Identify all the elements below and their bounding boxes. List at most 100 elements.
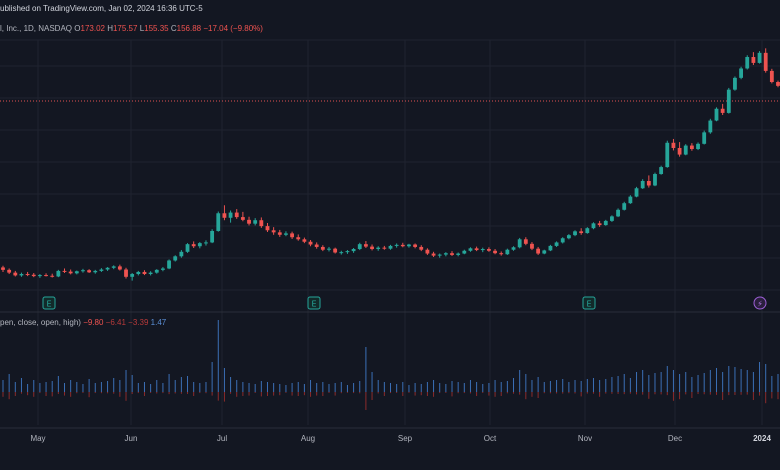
volume-bar (2, 380, 4, 392)
x-tick-label: Aug (301, 434, 315, 443)
volume-bar (691, 377, 693, 392)
candle-body (769, 70, 774, 83)
volume-bar (636, 372, 638, 392)
volume-bar-negative (574, 392, 576, 394)
volume-bar-negative (100, 392, 102, 394)
volume-bar-negative (199, 392, 201, 394)
volume-bar (27, 384, 29, 392)
volume-bar (217, 320, 219, 392)
volume-bar-negative (703, 392, 705, 395)
x-tick-label: 2024 (753, 434, 771, 443)
volume-bar (679, 374, 681, 392)
volume-bar-negative (131, 392, 133, 395)
change-value: −17.04 (−9.80%) (203, 24, 263, 33)
volume-bar (20, 378, 22, 392)
volume-bar (371, 372, 373, 392)
candle-body (68, 271, 73, 274)
candle-body (56, 270, 61, 277)
candle-body (560, 238, 565, 243)
candle-body (31, 274, 36, 277)
candle-body (290, 233, 294, 238)
volume-bar-negative (217, 392, 219, 401)
candle-body (197, 243, 202, 247)
candle-body (13, 272, 18, 276)
volume-bar (310, 380, 312, 392)
candle-body (394, 244, 399, 246)
volume-bar (494, 380, 496, 392)
close-label: C (170, 24, 177, 33)
candle-body (284, 233, 288, 235)
volume-bar-negative (82, 392, 84, 393)
volume-bar-negative (223, 392, 225, 402)
volume-bar (457, 382, 459, 392)
volume-bar-negative (57, 392, 59, 394)
volume-bar (340, 382, 342, 392)
indicator-params: pen, close, open, high) (0, 318, 81, 327)
candle-body (99, 269, 104, 271)
volume-bar (568, 382, 570, 392)
volume-bar-negative (20, 392, 22, 394)
volume-bar-negative (519, 392, 521, 395)
candle-body (665, 142, 670, 168)
volume-bar (285, 385, 287, 392)
volume-bar-negative (771, 392, 773, 399)
candle-body (234, 212, 239, 218)
volume-bar-negative (353, 392, 355, 394)
candle-body (228, 212, 233, 218)
candle-body (357, 244, 362, 250)
candle-body (659, 167, 664, 175)
indicator-value-3: −3.39 (128, 318, 149, 327)
candle-body (677, 147, 682, 155)
volume-bar (672, 370, 674, 392)
candle-body (345, 251, 350, 253)
volume-bar (599, 380, 601, 392)
candle-body (425, 249, 430, 254)
volume-bar-negative (242, 392, 244, 396)
candle-body (117, 266, 122, 270)
volume-bar (328, 384, 330, 392)
candle-body (148, 272, 153, 275)
volume-bar-negative (377, 392, 379, 394)
candle-body (450, 253, 454, 255)
volume-bar-negative (734, 392, 736, 395)
volume-bar (279, 384, 281, 392)
volume-bar (76, 382, 78, 392)
indicator-value-4: 1.47 (150, 318, 167, 327)
volume-bar-negative (346, 392, 348, 393)
candle-body (308, 241, 313, 245)
high-value: 175.57 (112, 24, 138, 33)
volume-bar-negative (426, 392, 428, 396)
candle-body (222, 213, 227, 218)
candle-body (757, 52, 762, 63)
volume-bar (666, 366, 668, 392)
volume-bar (488, 383, 490, 392)
candle-body (437, 254, 442, 256)
volume-bar (605, 379, 607, 392)
candle-body (530, 243, 534, 249)
volume-bar (100, 382, 102, 392)
volume-bar-negative (605, 392, 607, 394)
volume-bar (353, 383, 355, 392)
volume-bar-negative (45, 392, 47, 396)
volume-bar-negative (14, 392, 16, 396)
volume-bar (8, 374, 10, 392)
volume-bar-negative (463, 392, 465, 394)
volume-bar-negative (297, 392, 299, 396)
candle-body (179, 251, 184, 257)
volume-bar-negative (402, 392, 404, 396)
volume-bar-negative (168, 392, 170, 395)
volume-bar-negative (150, 392, 152, 393)
volume-bar (433, 380, 435, 392)
volume-bar (525, 374, 527, 392)
high-label: H (107, 24, 113, 33)
volume-bar-negative (88, 392, 90, 398)
volume-bar (402, 382, 404, 392)
volume-bar (180, 377, 182, 392)
volume-bar (426, 382, 428, 392)
volume-bar-negative (383, 392, 385, 396)
volume-bar (113, 378, 115, 392)
volume-bar (654, 373, 656, 392)
candle-body (130, 274, 135, 277)
volume-bar-negative (396, 392, 398, 393)
